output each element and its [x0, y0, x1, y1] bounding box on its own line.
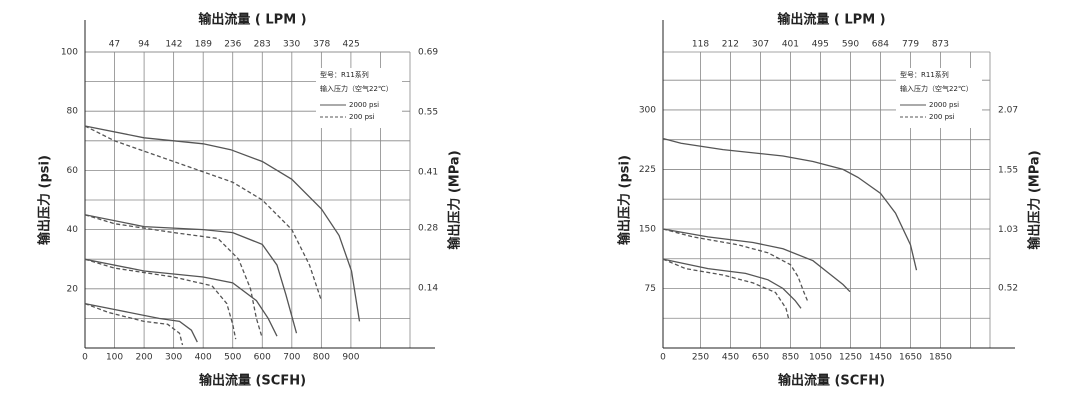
- pressure-curve: [662, 258, 802, 309]
- x-axis-title: 输出流量 (SCFH): [778, 373, 885, 389]
- x2-tick-label: 307: [752, 40, 769, 50]
- y-tick-label: 20: [67, 284, 79, 294]
- pressure-curve: [84, 302, 198, 343]
- annotation: 型号：R11系列: [900, 70, 949, 79]
- x-tick-label: 850: [782, 353, 799, 363]
- pressure-curve: [84, 302, 184, 346]
- y-tick-label: 80: [67, 107, 79, 117]
- x2-tick-label: 236: [224, 40, 241, 50]
- y2-tick-label: 0.14: [418, 283, 438, 293]
- y-tick-label: 100: [61, 48, 78, 58]
- y2-tick-label: 0.41: [418, 168, 438, 178]
- x2-tick-label: 495: [812, 40, 829, 50]
- x2-tick-label: 378: [313, 40, 330, 50]
- y-axis-title: 输出压力 (psi): [37, 155, 53, 245]
- pressure-curve: [84, 214, 298, 334]
- x-axis-title: 输出流量 (SCFH): [199, 373, 306, 389]
- x-tick-label: 1250: [839, 353, 862, 363]
- pressure-curve: [662, 228, 809, 303]
- y2-tick-label: 0.52: [998, 284, 1018, 294]
- x2-tick-label: 779: [902, 40, 919, 50]
- y-tick-label: 300: [639, 105, 656, 115]
- pressure-curve: [84, 125, 361, 322]
- x2-tick-label: 118: [692, 40, 709, 50]
- y-tick-label: 60: [67, 166, 79, 176]
- x-tick-label: 0: [82, 353, 88, 363]
- y-axis-title: 输出压力 (psi): [617, 155, 633, 245]
- x-tick-label: 100: [106, 353, 123, 363]
- chart-title: 输出流量 ( LPM ): [777, 12, 885, 28]
- y-tick-label: 225: [639, 165, 656, 175]
- x2-tick-label: 94: [138, 40, 150, 50]
- x-tick-label: 0: [660, 353, 666, 363]
- y-tick-label: 150: [639, 224, 656, 234]
- x-tick-label: 700: [283, 353, 300, 363]
- y2-tick-label: 0.55: [418, 108, 438, 118]
- legend-label: 2000 psi: [349, 101, 379, 109]
- x2-tick-label: 425: [343, 40, 360, 50]
- x2-tick-label: 684: [872, 40, 889, 50]
- x-tick-label: 900: [342, 353, 359, 363]
- x-tick-label: 600: [254, 353, 271, 363]
- x-tick-label: 300: [165, 353, 182, 363]
- x-tick-label: 1050: [809, 353, 832, 363]
- y2-axis-title: 输出压力 (MPa): [1027, 150, 1043, 249]
- pressure-curve: [662, 258, 790, 321]
- x2-tick-label: 212: [722, 40, 739, 50]
- annotation: 输入压力（空气22℃）: [320, 84, 393, 93]
- x2-tick-label: 47: [109, 40, 120, 50]
- y2-axis-title: 输出压力 (MPa): [447, 150, 463, 249]
- x2-tick-label: 873: [932, 40, 949, 50]
- x-tick-label: 1650: [899, 353, 922, 363]
- x-tick-label: 200: [135, 353, 152, 363]
- chart-title: 输出流量 ( LPM ): [198, 12, 306, 28]
- x2-tick-label: 590: [842, 40, 859, 50]
- x-tick-label: 650: [752, 353, 769, 363]
- x2-tick-label: 401: [782, 40, 799, 50]
- pressure-curve: [84, 258, 278, 337]
- legend-label: 200 psi: [929, 113, 955, 121]
- x2-tick-label: 330: [283, 40, 300, 50]
- legend-box: [316, 68, 402, 128]
- x-tick-label: 1850: [929, 353, 952, 363]
- pressure-curve: [84, 125, 323, 301]
- y-tick-label: 40: [67, 225, 79, 235]
- legend-label: 2000 psi: [929, 101, 959, 109]
- x-tick-label: 800: [313, 353, 330, 363]
- annotation: 输入压力（空气22℃）: [900, 84, 973, 93]
- pressure-curve: [662, 137, 918, 271]
- legend-label: 200 psi: [349, 113, 375, 121]
- x-tick-label: 250: [692, 353, 709, 363]
- x2-tick-label: 283: [254, 40, 271, 50]
- y2-tick-label: 2.07: [998, 105, 1018, 115]
- x-tick-label: 1450: [869, 353, 892, 363]
- y-tick-label: 75: [645, 284, 656, 294]
- pressure-curve: [84, 214, 263, 337]
- pressure-curve: [662, 228, 851, 293]
- annotation: 型号：R11系列: [320, 70, 369, 79]
- pressure-curve: [84, 258, 237, 340]
- y2-tick-label: 0.69: [418, 48, 438, 58]
- x2-tick-label: 142: [165, 40, 182, 50]
- y2-tick-label: 1.55: [998, 165, 1018, 175]
- x-tick-label: 500: [224, 353, 241, 363]
- x2-tick-label: 189: [195, 40, 212, 50]
- y2-tick-label: 0.28: [418, 223, 438, 233]
- x-tick-label: 400: [195, 353, 212, 363]
- y2-tick-label: 1.03: [998, 225, 1018, 235]
- legend-box: [896, 68, 982, 128]
- x-tick-label: 450: [722, 353, 739, 363]
